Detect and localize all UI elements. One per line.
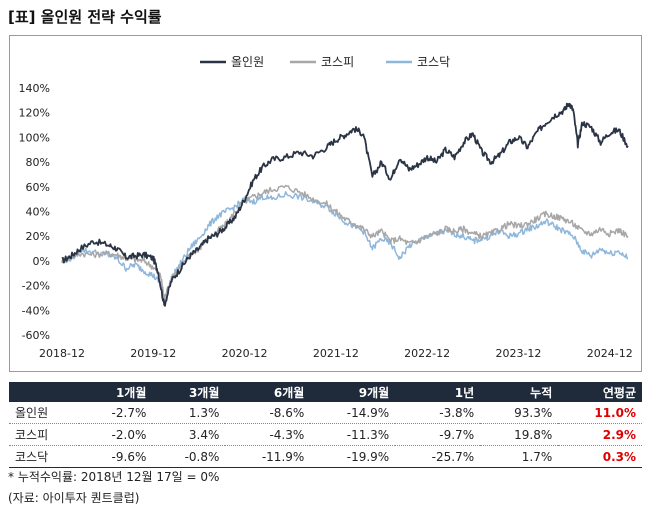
table-row: 올인원 -2.7% 1.3% -8.6% -14.9% -3.8% 93.3% … bbox=[9, 402, 642, 424]
header-blank bbox=[9, 382, 80, 402]
x-tick-label: 2021-12 bbox=[313, 347, 359, 360]
row-label: 코스닥 bbox=[9, 445, 80, 468]
table-cell: 1.7% bbox=[480, 445, 559, 468]
series-line-kosdaq bbox=[61, 191, 629, 304]
x-tick-label: 2024-12 bbox=[587, 347, 633, 360]
table-cell: 19.8% bbox=[480, 423, 559, 446]
table-cell: -4.3% bbox=[225, 423, 311, 446]
table-cell: -11.9% bbox=[225, 445, 311, 468]
returns-line-chart: 140% 120% 100% 80% 60% 40% 20% 0% -20% -40% -60% 20… bbox=[19, 55, 633, 360]
header-9m: 9개월 bbox=[310, 382, 396, 402]
series-line-kospi bbox=[61, 184, 629, 299]
x-tick-label: 2022-12 bbox=[404, 347, 450, 360]
header-1y: 1년 bbox=[395, 382, 481, 402]
row-label: 올인원 bbox=[9, 402, 80, 424]
y-tick-label: 40% bbox=[26, 206, 50, 219]
table-cell: -9.7% bbox=[395, 423, 481, 446]
y-tick-label: 140% bbox=[19, 82, 50, 95]
table-cell: -8.6% bbox=[225, 402, 311, 424]
x-tick-label: 2019-12 bbox=[130, 347, 176, 360]
y-tick-label: 100% bbox=[19, 131, 50, 144]
y-tick-label: -20% bbox=[22, 280, 50, 293]
legend-label: 코스닥 bbox=[417, 55, 450, 69]
table-row: 코스닥 -9.6% -0.8% -11.9% -19.9% -25.7% 1.7… bbox=[9, 445, 642, 468]
table-cell: -3.8% bbox=[395, 402, 481, 424]
annualized-cell: 0.3% bbox=[558, 445, 642, 468]
table-cell: -9.6% bbox=[79, 445, 153, 468]
header-cumulative: 누적 bbox=[480, 382, 559, 402]
legend-label: 코스피 bbox=[321, 55, 354, 69]
y-tick-label: 120% bbox=[19, 107, 50, 120]
table-cell: 1.3% bbox=[152, 402, 226, 424]
y-tick-label: -40% bbox=[22, 304, 50, 317]
header-3m: 3개월 bbox=[152, 382, 226, 402]
annualized-cell: 11.0% bbox=[558, 402, 642, 424]
x-tick-label: 2023-12 bbox=[495, 347, 541, 360]
page-title: [표] 올인원 전략 수익률 bbox=[8, 8, 162, 26]
returns-table: 1개월 3개월 6개월 9개월 1년 누적 연평균 올인원 -2.7% 1.3%… bbox=[9, 382, 642, 468]
series-line-allinone bbox=[61, 102, 629, 307]
table-cell: -25.7% bbox=[395, 445, 481, 468]
header-1m: 1개월 bbox=[79, 382, 153, 402]
table-cell: -14.9% bbox=[310, 402, 396, 424]
y-tick-label: 0% bbox=[33, 255, 50, 268]
footnote: * 누적수익률: 2018년 12월 17일 = 0% bbox=[8, 470, 220, 484]
table-cell: -2.7% bbox=[79, 402, 153, 424]
table-cell: -19.9% bbox=[310, 445, 396, 468]
table-cell: -0.8% bbox=[152, 445, 226, 468]
x-tick-label: 2020-12 bbox=[222, 347, 268, 360]
table-cell: -2.0% bbox=[79, 423, 153, 446]
y-tick-label: -60% bbox=[22, 329, 50, 342]
table-cell: 3.4% bbox=[152, 423, 226, 446]
table-cell: 93.3% bbox=[480, 402, 559, 424]
header-annualized: 연평균 bbox=[558, 382, 642, 402]
legend-label: 올인원 bbox=[231, 55, 264, 69]
y-tick-label: 80% bbox=[26, 156, 50, 169]
y-tick-label: 20% bbox=[26, 230, 50, 243]
header-6m: 6개월 bbox=[225, 382, 311, 402]
table-row: 코스피 -2.0% 3.4% -4.3% -11.3% -9.7% 19.8% … bbox=[9, 423, 642, 446]
annualized-cell: 2.9% bbox=[558, 423, 642, 446]
chart-frame bbox=[9, 35, 642, 372]
y-tick-label: 60% bbox=[26, 181, 50, 194]
row-label: 코스피 bbox=[9, 423, 80, 446]
source-note: (자료: 아이투자 퀀트클럽) bbox=[8, 491, 140, 505]
x-tick-label: 2018-12 bbox=[39, 347, 85, 360]
table-cell: -11.3% bbox=[310, 423, 396, 446]
table-header-row: 1개월 3개월 6개월 9개월 1년 누적 연평균 bbox=[9, 382, 642, 402]
